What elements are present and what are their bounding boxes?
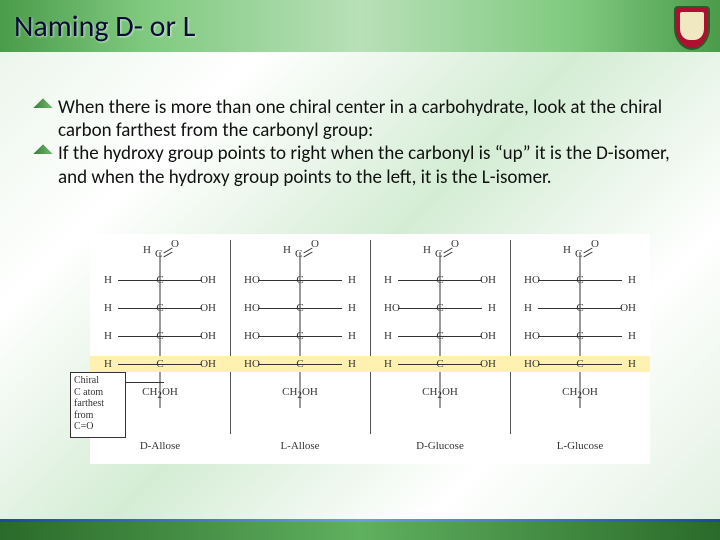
chiral-row: HCOH bbox=[510, 300, 650, 316]
chiral-row: HCOH bbox=[90, 300, 230, 316]
sugar-name: D-Allose bbox=[90, 440, 230, 452]
chiral-row: HOCH bbox=[510, 272, 650, 288]
body-text: When there is more than one chiral cente… bbox=[36, 96, 684, 189]
atom-c: C bbox=[435, 248, 442, 260]
left-substituent: H bbox=[524, 302, 532, 314]
chiral-row: HCOH bbox=[90, 272, 230, 288]
left-substituent: HO bbox=[244, 358, 260, 370]
chiral-row: HOCH bbox=[370, 300, 510, 316]
fischer-projection: HCOHOCHHOCHHOCHHOCHCH2OH bbox=[230, 238, 370, 418]
cho-group: HCO bbox=[277, 238, 323, 260]
left-substituent: H bbox=[384, 274, 392, 286]
sugar-column: HCOHCOHHOCHHCOHHCOHCH2OHD-Glucose bbox=[370, 234, 510, 464]
sugar-name: L-Allose bbox=[230, 440, 370, 452]
atom-h: H bbox=[423, 244, 431, 256]
chiral-row: HCOH bbox=[370, 272, 510, 288]
left-substituent: H bbox=[104, 302, 112, 314]
right-substituent: OH bbox=[620, 302, 636, 314]
bullet-row: If the hydroxy group points to right whe… bbox=[36, 142, 684, 188]
fischer-projection: HCOHCOHHCOHHCOHHCOHCH2OH bbox=[90, 238, 230, 418]
crest-icon bbox=[674, 6, 710, 50]
ch2oh-group: CH2OH bbox=[422, 386, 458, 400]
chiral-row-highlighted: HCOH bbox=[90, 356, 230, 372]
right-substituent: H bbox=[348, 274, 356, 286]
left-substituent: HO bbox=[244, 330, 260, 342]
left-substituent: HO bbox=[384, 302, 400, 314]
chiral-row: HOCH bbox=[230, 272, 370, 288]
left-substituent: HO bbox=[524, 274, 540, 286]
right-substituent: OH bbox=[200, 358, 216, 370]
ch2oh-group: CH2OH bbox=[562, 386, 598, 400]
bullet-text: When there is more than one chiral cente… bbox=[58, 96, 684, 142]
cho-group: HCO bbox=[417, 238, 463, 260]
right-substituent: H bbox=[488, 302, 496, 314]
ch2oh-group: CH2OH bbox=[142, 386, 178, 400]
sugar-name: D-Glucose bbox=[370, 440, 510, 452]
left-substituent: HO bbox=[244, 274, 260, 286]
fischer-projection: HCOHOCHHCOHHOCHHOCHCH2OH bbox=[510, 238, 650, 418]
ch2oh-group: CH2OH bbox=[282, 386, 318, 400]
right-substituent: H bbox=[348, 358, 356, 370]
right-substituent: H bbox=[348, 302, 356, 314]
chiral-row-highlighted: HOCH bbox=[510, 356, 650, 372]
left-substituent: H bbox=[104, 330, 112, 342]
left-substituent: H bbox=[384, 358, 392, 370]
bullet-text: If the hydroxy group points to right whe… bbox=[58, 142, 684, 188]
right-substituent: OH bbox=[480, 358, 496, 370]
slide-title: Naming D- or L bbox=[14, 8, 195, 45]
chiral-row-highlighted: HOCH bbox=[230, 356, 370, 372]
left-substituent: H bbox=[104, 358, 112, 370]
sugar-column: HCOHOCHHCOHHOCHHOCHCH2OHL-Glucose bbox=[510, 234, 650, 464]
bullet-icon bbox=[33, 98, 53, 118]
atom-c: C bbox=[155, 248, 162, 260]
right-substituent: OH bbox=[480, 330, 496, 342]
footer-bar bbox=[0, 522, 720, 540]
right-substituent: H bbox=[628, 358, 636, 370]
sugar-name: L-Glucose bbox=[510, 440, 650, 452]
cho-group: HCO bbox=[557, 238, 603, 260]
right-substituent: OH bbox=[200, 274, 216, 286]
atom-h: H bbox=[143, 244, 151, 256]
chiral-row: HCOH bbox=[370, 328, 510, 344]
right-substituent: OH bbox=[200, 302, 216, 314]
left-substituent: HO bbox=[524, 358, 540, 370]
fischer-diagram: Chiral C atom farthest from C=O HCOHCOHH… bbox=[90, 234, 650, 464]
left-substituent: H bbox=[384, 330, 392, 342]
right-substituent: H bbox=[348, 330, 356, 342]
cho-group: HCO bbox=[137, 238, 183, 260]
left-substituent: H bbox=[104, 274, 112, 286]
chiral-row-highlighted: HCOH bbox=[370, 356, 510, 372]
chiral-row: HOCH bbox=[230, 328, 370, 344]
left-substituent: HO bbox=[524, 330, 540, 342]
bullet-icon bbox=[33, 144, 53, 164]
sugar-column: HCOHOCHHOCHHOCHHOCHCH2OHL-Allose bbox=[230, 234, 370, 464]
fischer-projection: HCOHCOHHOCHHCOHHCOHCH2OH bbox=[370, 238, 510, 418]
right-substituent: H bbox=[628, 330, 636, 342]
atom-c: C bbox=[295, 248, 302, 260]
chiral-row: HOCH bbox=[230, 300, 370, 316]
left-substituent: HO bbox=[244, 302, 260, 314]
atom-h: H bbox=[563, 244, 571, 256]
atom-c: C bbox=[575, 248, 582, 260]
atom-h: H bbox=[283, 244, 291, 256]
slide: Naming D- or L When there is more than o… bbox=[0, 0, 720, 540]
header-bar: Naming D- or L bbox=[0, 0, 720, 52]
right-substituent: OH bbox=[200, 330, 216, 342]
right-substituent: H bbox=[628, 274, 636, 286]
bullet-row: When there is more than one chiral cente… bbox=[36, 96, 684, 142]
right-substituent: OH bbox=[480, 274, 496, 286]
chiral-row: HCOH bbox=[90, 328, 230, 344]
sugar-column: HCOHCOHHCOHHCOHHCOHCH2OHD-Allose bbox=[90, 234, 230, 464]
chiral-row: HOCH bbox=[510, 328, 650, 344]
